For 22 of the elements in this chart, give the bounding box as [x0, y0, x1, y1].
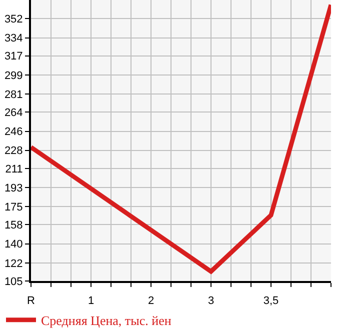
y-tick-label: 140: [4, 238, 23, 251]
legend-label: Средняя Цена, тыс. йен: [41, 312, 172, 328]
x-tick-label: R: [27, 295, 36, 308]
y-tick-label: 228: [4, 145, 23, 158]
x-tick-label: 2: [148, 295, 154, 308]
y-tick-label: 193: [4, 182, 23, 194]
y-tick-label: 281: [4, 88, 23, 101]
y-tick-label: 122: [4, 258, 23, 270]
y-tick-label: 158: [4, 220, 23, 232]
y-tick-label: 334: [4, 32, 23, 45]
x-tick-label: 3,5: [263, 295, 279, 308]
y-tick-label: 211: [5, 163, 23, 176]
y-tick-label: 317: [4, 50, 23, 63]
y-tick-label: 352: [4, 14, 23, 26]
line-series: [31, 2, 331, 274]
x-tick-label: 3: [208, 295, 214, 308]
y-tick-label: 264: [4, 107, 23, 119]
x-tick-label: 1: [88, 295, 94, 308]
y-tick-label: 105: [4, 276, 23, 288]
y-tick-label: 299: [4, 70, 23, 82]
y-tick-label: 246: [4, 126, 23, 138]
y-tick-label: 175: [4, 202, 23, 214]
